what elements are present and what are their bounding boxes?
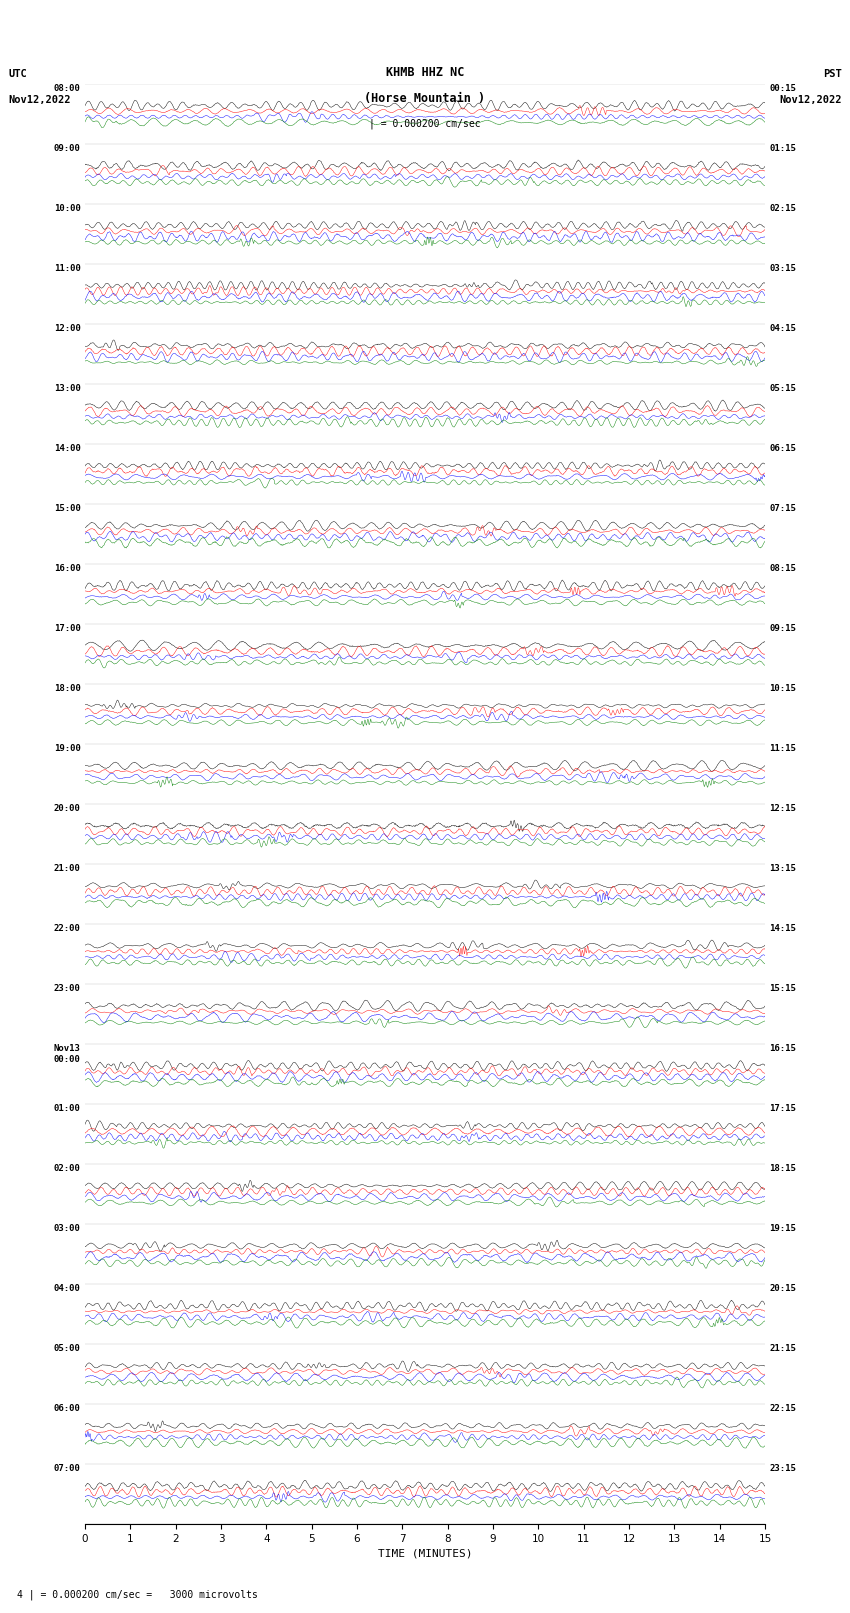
Text: Nov12,2022: Nov12,2022: [8, 95, 71, 105]
Text: | = 0.000200 cm/sec: | = 0.000200 cm/sec: [369, 118, 481, 129]
Text: 21:00: 21:00: [54, 865, 81, 873]
Text: 13:15: 13:15: [769, 865, 796, 873]
Text: 00:15: 00:15: [769, 84, 796, 94]
Text: 01:15: 01:15: [769, 144, 796, 153]
Text: 08:15: 08:15: [769, 565, 796, 573]
Text: 22:00: 22:00: [54, 924, 81, 932]
Text: UTC: UTC: [8, 69, 27, 79]
Text: 10:15: 10:15: [769, 684, 796, 694]
Text: 07:00: 07:00: [54, 1465, 81, 1473]
Text: 05:15: 05:15: [769, 384, 796, 394]
Text: 05:00: 05:00: [54, 1344, 81, 1353]
Text: 11:00: 11:00: [54, 265, 81, 273]
Text: 14:15: 14:15: [769, 924, 796, 932]
Text: 17:00: 17:00: [54, 624, 81, 632]
Text: 02:15: 02:15: [769, 203, 796, 213]
X-axis label: TIME (MINUTES): TIME (MINUTES): [377, 1548, 473, 1558]
Text: 13:00: 13:00: [54, 384, 81, 394]
Text: 20:15: 20:15: [769, 1284, 796, 1294]
Text: 06:00: 06:00: [54, 1405, 81, 1413]
Text: Nov13
00:00: Nov13 00:00: [54, 1044, 81, 1063]
Text: PST: PST: [823, 69, 842, 79]
Text: 15:00: 15:00: [54, 503, 81, 513]
Text: 19:00: 19:00: [54, 744, 81, 753]
Text: 23:15: 23:15: [769, 1465, 796, 1473]
Text: 14:00: 14:00: [54, 444, 81, 453]
Text: 09:00: 09:00: [54, 144, 81, 153]
Text: 19:15: 19:15: [769, 1224, 796, 1234]
Text: 22:15: 22:15: [769, 1405, 796, 1413]
Text: 08:00: 08:00: [54, 84, 81, 94]
Text: 10:00: 10:00: [54, 203, 81, 213]
Text: 4 | = 0.000200 cm/sec =   3000 microvolts: 4 | = 0.000200 cm/sec = 3000 microvolts: [17, 1589, 258, 1600]
Text: 09:15: 09:15: [769, 624, 796, 632]
Text: 18:15: 18:15: [769, 1165, 796, 1173]
Text: 20:00: 20:00: [54, 805, 81, 813]
Text: KHMB HHZ NC: KHMB HHZ NC: [386, 66, 464, 79]
Text: Nov12,2022: Nov12,2022: [779, 95, 842, 105]
Text: 03:15: 03:15: [769, 265, 796, 273]
Text: 23:00: 23:00: [54, 984, 81, 994]
Text: (Horse Mountain ): (Horse Mountain ): [365, 92, 485, 105]
Text: 17:15: 17:15: [769, 1105, 796, 1113]
Text: 02:00: 02:00: [54, 1165, 81, 1173]
Text: 01:00: 01:00: [54, 1105, 81, 1113]
Text: 21:15: 21:15: [769, 1344, 796, 1353]
Text: 04:00: 04:00: [54, 1284, 81, 1294]
Text: 07:15: 07:15: [769, 503, 796, 513]
Text: 15:15: 15:15: [769, 984, 796, 994]
Text: 16:00: 16:00: [54, 565, 81, 573]
Text: 11:15: 11:15: [769, 744, 796, 753]
Text: 16:15: 16:15: [769, 1044, 796, 1053]
Text: 04:15: 04:15: [769, 324, 796, 332]
Text: 12:15: 12:15: [769, 805, 796, 813]
Text: 06:15: 06:15: [769, 444, 796, 453]
Text: 12:00: 12:00: [54, 324, 81, 332]
Text: 18:00: 18:00: [54, 684, 81, 694]
Text: 03:00: 03:00: [54, 1224, 81, 1234]
